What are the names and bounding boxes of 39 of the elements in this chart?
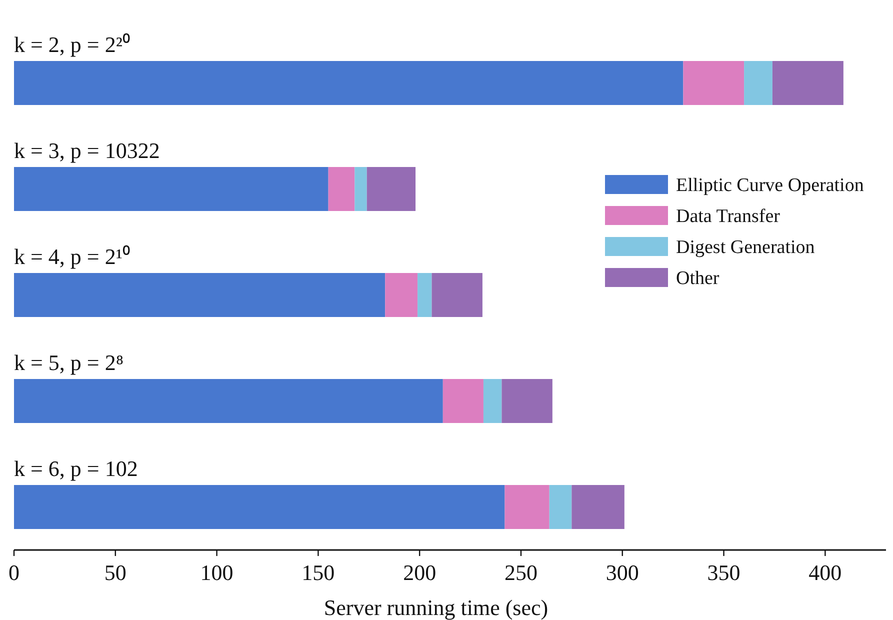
bar [683, 61, 744, 105]
legend-label: Digest Generation [676, 237, 816, 258]
bar [14, 485, 505, 529]
legend-label: Other [676, 268, 720, 289]
x-tick-label: 250 [504, 560, 538, 585]
legend-label: Elliptic Curve Operation [676, 175, 864, 196]
x-tick-label: 0 [8, 560, 20, 585]
bar [572, 485, 624, 529]
bar [14, 61, 684, 105]
bar [432, 273, 482, 317]
y-tick-label: k = 3, p = 10322 [14, 138, 160, 163]
bar [14, 379, 443, 423]
bar [483, 379, 502, 423]
x-tick-label: 300 [606, 560, 639, 585]
x-tick-label: 100 [200, 560, 234, 585]
bar [502, 379, 552, 423]
x-tick-label: 200 [403, 560, 436, 585]
bar [366, 167, 416, 211]
bar [354, 167, 367, 211]
bar [744, 61, 772, 105]
bar [549, 485, 572, 529]
legend-label: Data Transfer [676, 206, 781, 227]
x-tick-label: 400 [808, 560, 842, 585]
bar [442, 379, 484, 423]
x-tick-label: 350 [707, 560, 740, 585]
bar [14, 273, 386, 317]
x-axis-title: Server running time (sec) [324, 595, 548, 620]
bar [772, 61, 844, 105]
bar [385, 273, 418, 317]
x-tick-label: 50 [104, 560, 126, 585]
y-tick-label: k = 4, p = 2¹⁰ [14, 244, 130, 269]
y-tick-label: k = 5, p = 2⁸ [14, 350, 124, 375]
bar [504, 485, 550, 529]
bar [418, 273, 432, 317]
x-tick-label: 150 [302, 560, 335, 585]
bar [328, 167, 355, 211]
y-tick-label: k = 2, p = 2²⁰ [14, 32, 130, 57]
y-tick-label: k = 6, p = 102 [14, 456, 138, 481]
bar [14, 167, 328, 211]
